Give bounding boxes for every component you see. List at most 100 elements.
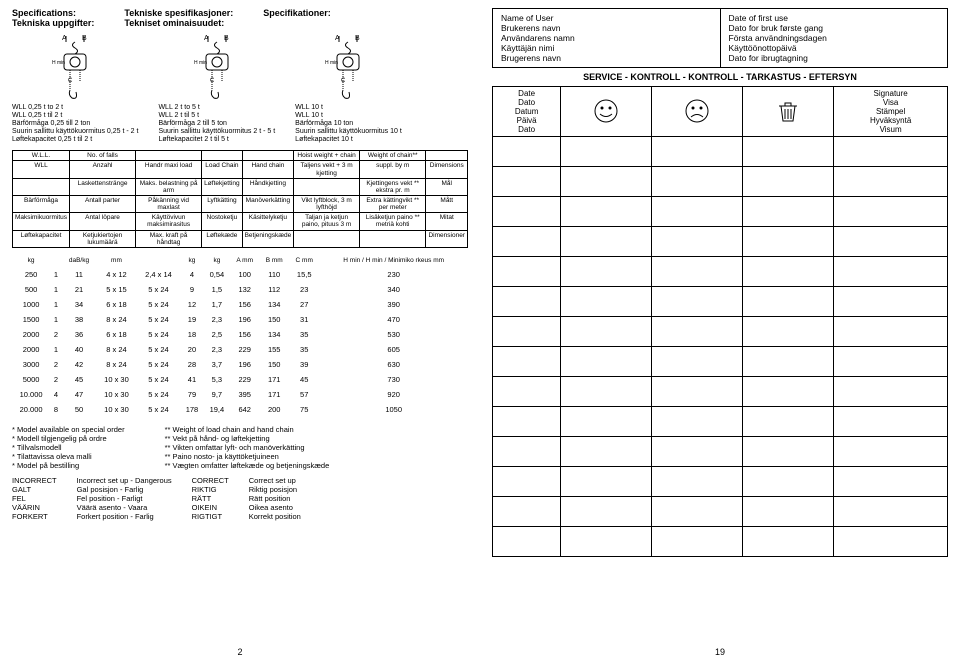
data-cell: 10 x 30 bbox=[96, 402, 137, 417]
service-cell[interactable] bbox=[493, 317, 561, 347]
service-cell[interactable] bbox=[834, 437, 948, 467]
service-cell[interactable] bbox=[652, 137, 743, 167]
service-cell[interactable] bbox=[652, 197, 743, 227]
service-cell[interactable] bbox=[834, 497, 948, 527]
service-cell[interactable] bbox=[561, 257, 652, 287]
service-cell[interactable] bbox=[743, 497, 834, 527]
service-cell[interactable] bbox=[493, 227, 561, 257]
service-cell[interactable] bbox=[561, 137, 652, 167]
service-cell[interactable] bbox=[493, 527, 561, 557]
service-cell[interactable] bbox=[834, 317, 948, 347]
service-cell[interactable] bbox=[834, 347, 948, 377]
user-label: Brukerens navn bbox=[501, 23, 712, 33]
service-cell[interactable] bbox=[834, 137, 948, 167]
hoist-block-0: ABH minCWLL 0,25 t to 2 tWLL 0,25 t til … bbox=[12, 32, 138, 144]
service-cell[interactable] bbox=[652, 497, 743, 527]
service-cell[interactable] bbox=[561, 317, 652, 347]
data-cell: 10.000 bbox=[12, 387, 50, 402]
service-cell[interactable] bbox=[652, 167, 743, 197]
service-cell[interactable] bbox=[743, 467, 834, 497]
service-cell[interactable] bbox=[652, 257, 743, 287]
service-cell[interactable] bbox=[652, 407, 743, 437]
hdr-cell bbox=[294, 230, 360, 247]
service-cell[interactable] bbox=[652, 287, 743, 317]
service-cell[interactable] bbox=[743, 227, 834, 257]
service-cell[interactable] bbox=[561, 197, 652, 227]
hdr-cell: Käsittelyketju bbox=[242, 213, 294, 230]
service-cell[interactable] bbox=[743, 377, 834, 407]
service-cell[interactable] bbox=[561, 437, 652, 467]
service-cell[interactable] bbox=[493, 137, 561, 167]
service-cell[interactable] bbox=[652, 317, 743, 347]
service-cell[interactable] bbox=[743, 317, 834, 347]
service-cell[interactable] bbox=[652, 467, 743, 497]
service-cell[interactable] bbox=[561, 467, 652, 497]
correct-line: Korrekt position bbox=[249, 512, 301, 521]
hdr-cell: Weight of chain** bbox=[359, 151, 426, 161]
data-cell: 5000 bbox=[12, 372, 50, 387]
service-cell[interactable] bbox=[561, 527, 652, 557]
data-cell: 38 bbox=[62, 312, 96, 327]
hdr-cell: Extra kättingvikt ** per meter bbox=[359, 195, 426, 212]
service-cell[interactable] bbox=[493, 497, 561, 527]
service-cell[interactable] bbox=[493, 377, 561, 407]
service-cell[interactable] bbox=[834, 257, 948, 287]
service-cell[interactable] bbox=[743, 257, 834, 287]
service-cell[interactable] bbox=[652, 377, 743, 407]
service-cell[interactable] bbox=[743, 287, 834, 317]
service-cell[interactable] bbox=[561, 377, 652, 407]
table-row: 30002428 x 245 x 24283,719615039630 bbox=[12, 357, 468, 372]
service-cell[interactable] bbox=[834, 287, 948, 317]
service-cell[interactable] bbox=[493, 467, 561, 497]
service-cell[interactable] bbox=[834, 377, 948, 407]
data-cell: 0,54 bbox=[204, 267, 230, 282]
service-cell[interactable] bbox=[834, 197, 948, 227]
service-cell[interactable] bbox=[743, 137, 834, 167]
data-cell: 27 bbox=[289, 297, 319, 312]
data-cell: 41 bbox=[180, 372, 203, 387]
first-use-col: Date of first useDato for bruk første ga… bbox=[721, 9, 948, 67]
service-cell[interactable] bbox=[743, 347, 834, 377]
service-cell[interactable] bbox=[652, 347, 743, 377]
service-cell[interactable] bbox=[561, 347, 652, 377]
service-cell[interactable] bbox=[834, 167, 948, 197]
service-cell[interactable] bbox=[561, 227, 652, 257]
service-cell[interactable] bbox=[493, 407, 561, 437]
service-cell[interactable] bbox=[561, 497, 652, 527]
spec1a: Specifications: bbox=[12, 8, 94, 18]
data-cell: 171 bbox=[259, 372, 289, 387]
service-cell[interactable] bbox=[743, 197, 834, 227]
service-cell[interactable] bbox=[493, 287, 561, 317]
service-cell[interactable] bbox=[652, 437, 743, 467]
service-cell[interactable] bbox=[561, 407, 652, 437]
spec2a: Tekniske spesifikasjoner: bbox=[124, 8, 233, 18]
service-cell[interactable] bbox=[652, 227, 743, 257]
service-cell[interactable] bbox=[743, 407, 834, 437]
service-cell[interactable] bbox=[493, 257, 561, 287]
service-cell[interactable] bbox=[493, 437, 561, 467]
table-row: 20001408 x 245 x 24202,322915535605 bbox=[12, 342, 468, 357]
table-row: 10001346 x 185 x 24121,715613427390 bbox=[12, 297, 468, 312]
service-cell[interactable] bbox=[743, 167, 834, 197]
user-label: Name of User bbox=[501, 13, 712, 23]
data-cell: 200 bbox=[259, 402, 289, 417]
service-cell[interactable] bbox=[493, 347, 561, 377]
service-cell[interactable] bbox=[743, 437, 834, 467]
service-cell[interactable] bbox=[834, 527, 948, 557]
service-cell[interactable] bbox=[561, 167, 652, 197]
data-cell: 100 bbox=[230, 267, 259, 282]
service-cell[interactable] bbox=[834, 467, 948, 497]
data-cell: 3,7 bbox=[204, 357, 230, 372]
service-cell[interactable] bbox=[834, 407, 948, 437]
spec-col-1: Specifications: Tekniska uppgifter: bbox=[12, 8, 94, 28]
data-cell: 112 bbox=[259, 282, 289, 297]
correct-col: Incorrect set up - DangerousGal posisjon… bbox=[77, 476, 172, 521]
correct-line: RIKTIG bbox=[192, 485, 229, 494]
service-cell[interactable] bbox=[493, 167, 561, 197]
service-cell[interactable] bbox=[743, 527, 834, 557]
service-cell[interactable] bbox=[493, 197, 561, 227]
data-cell: 11 bbox=[62, 267, 96, 282]
service-cell[interactable] bbox=[834, 227, 948, 257]
service-cell[interactable] bbox=[561, 287, 652, 317]
service-cell[interactable] bbox=[652, 527, 743, 557]
